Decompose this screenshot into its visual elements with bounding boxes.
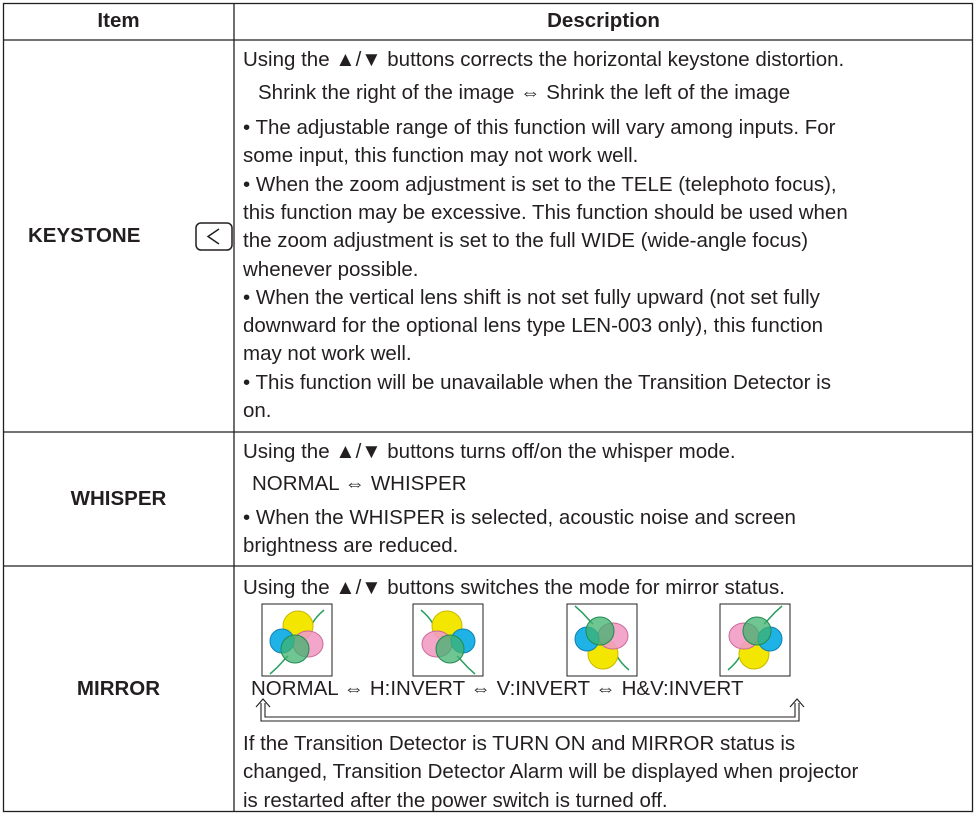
note-line: whenever possible.: [243, 257, 419, 281]
mirror-v-invert-icon: [566, 603, 638, 677]
mirror-hv-invert-icon: [719, 603, 791, 677]
loop-arrow: [255, 698, 805, 722]
header-description: Description: [547, 9, 660, 32]
mirror-h-invert-icon: [412, 603, 484, 677]
header-item: Item: [97, 9, 140, 32]
note-line: • This function will be unavailable when…: [243, 370, 831, 394]
option-text: Shrink the right of the image ⇔ Shrink t…: [258, 81, 791, 104]
note-line: • The adjustable range of this function …: [243, 116, 836, 139]
note-line: some input, this function may not work w…: [243, 144, 639, 168]
item-label: WHISPER: [70, 487, 167, 510]
note-line: the zoom adjustment is set to the full W…: [243, 229, 809, 253]
note-line: may not work well.: [243, 342, 412, 366]
note-line: • When the zoom adjustment is set to the…: [243, 172, 837, 196]
intro-text: Using the ▲/▼ buttons turns off/on the w…: [243, 440, 736, 463]
option-text: NORMAL ⇔ WHISPER: [252, 472, 467, 495]
keystone-icon: [195, 222, 233, 251]
item-label: KEYSTONE: [28, 224, 141, 247]
intro-text: Using the ▲/▼ buttons corrects the horiz…: [243, 48, 845, 71]
note-line: changed, Transition Detector Alarm will …: [243, 760, 859, 784]
note-line: this function may be excessive. This fun…: [243, 200, 848, 224]
mirror-normal-icon: [261, 603, 333, 677]
note-line: • When the WHISPER is selected, acoustic…: [243, 506, 796, 529]
note-line: brightness are reduced.: [243, 534, 459, 558]
note-line: If the Transition Detector is TURN ON an…: [243, 732, 796, 755]
item-label: MIRROR: [76, 677, 161, 700]
option-text: NORMAL ⇔ H:INVERT ⇔ V:INVERT ⇔ H&V:INVER…: [251, 677, 744, 700]
note-line: on.: [243, 399, 272, 422]
note-line: downward for the optional lens type LEN-…: [243, 314, 824, 338]
note-line: • When the vertical lens shift is not se…: [243, 285, 820, 309]
note-line: is restarted after the power switch is t…: [243, 788, 668, 812]
intro-text: Using the ▲/▼ buttons switches the mode …: [243, 576, 785, 599]
